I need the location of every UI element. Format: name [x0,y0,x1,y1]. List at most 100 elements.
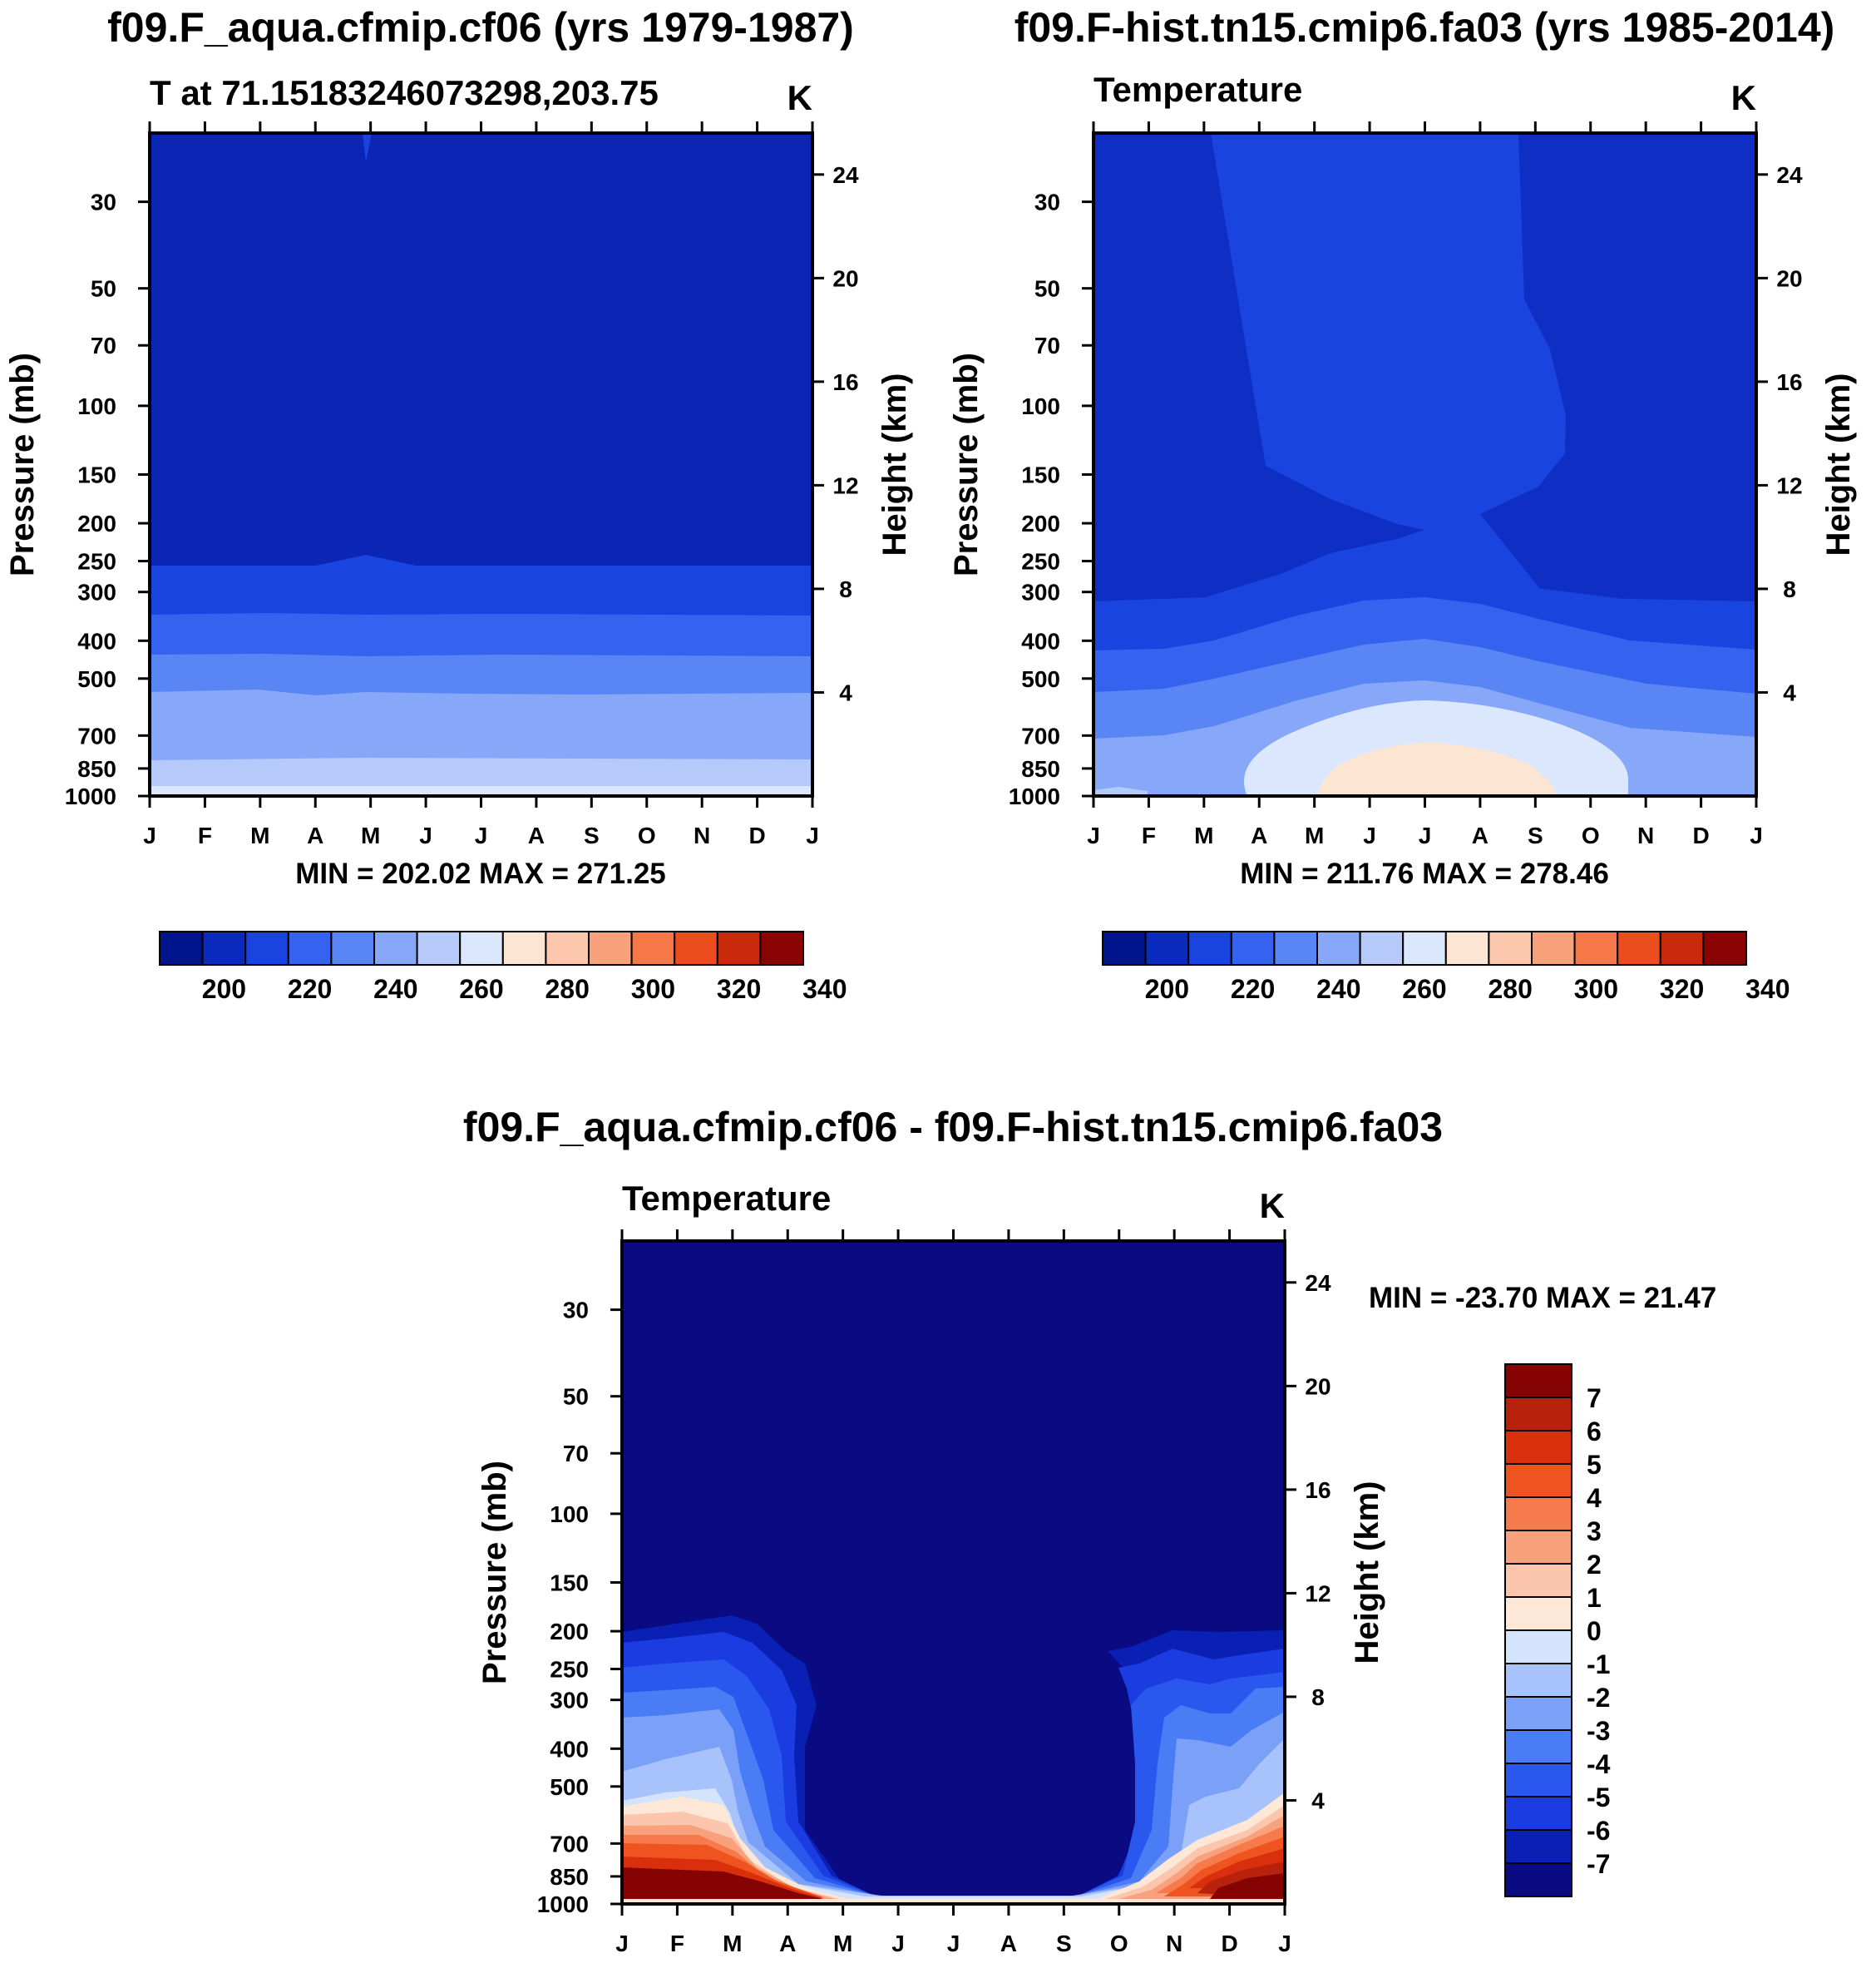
colorbar-label: 260 [1402,974,1446,1004]
x-tick-label: A [1000,1931,1017,1956]
contour-fill [363,133,372,162]
y2-tick-label: 20 [1776,265,1802,291]
x-tick-label: M [361,823,380,848]
colorbar-swatch [1273,931,1319,966]
colorbar-label: 220 [288,974,332,1004]
colorbar-swatch [330,931,375,966]
y2-tick-label: 24 [832,162,859,188]
y-tick-label: 70 [1034,333,1060,358]
y-tick-label: 400 [1021,628,1060,654]
y-tick-label: 1000 [65,784,116,809]
colorbar-label: 280 [1488,974,1533,1004]
y-tick-label: 250 [1021,549,1060,575]
y2-axis-label: Height (km) [876,373,913,556]
y2-tick-label: 4 [1311,1787,1325,1813]
y-tick-label: 150 [77,462,116,487]
x-tick-label: J [806,823,819,848]
x-tick-label: O [638,823,656,848]
y-tick-label: 70 [563,1441,589,1466]
colorbar-label: 340 [802,974,847,1004]
colorbar-swatch [1102,931,1147,966]
y2-tick-label: 20 [832,265,858,291]
x-tick-label: S [1056,1931,1072,1956]
colorbar-swatch [1504,1829,1572,1864]
colorbar-label: -1 [1587,1649,1610,1679]
x-tick-label: D [1692,823,1709,848]
colorbar-label: 240 [1316,974,1360,1004]
y2-tick-label: 24 [1305,1270,1331,1296]
y-tick-label: 300 [77,580,116,606]
colorbar-label: 300 [631,974,675,1004]
colorbar-swatch [1144,931,1190,966]
panel-1-title: f09.F_aqua.cfmip.cf06 (yrs 1979-1987) [107,4,854,51]
y-tick-label: 250 [550,1657,589,1683]
x-tick-label: S [584,823,600,848]
colorbar-label: -6 [1587,1816,1610,1846]
colorbar-label: -5 [1587,1783,1610,1812]
panel-3-units: K [1260,1186,1285,1225]
y-tick-label: 500 [77,666,116,692]
contour-fill [150,786,812,796]
x-tick-label: J [1363,823,1376,848]
colorbar-swatch [459,931,504,966]
x-tick-label: N [1637,823,1654,848]
colorbar-swatch [1504,1862,1572,1897]
colorbar-swatch [1504,1463,1572,1498]
colorbar-label: 240 [373,974,417,1004]
colorbar-swatch [630,931,676,966]
panel-3-subtitle: Temperature [622,1179,831,1218]
contour-fill [1094,133,1756,796]
contour-fill [622,1659,1285,1904]
panel-1-subtitle: T at 71.15183246073298,203.75 [150,73,659,112]
colorbar-swatch [1316,931,1361,966]
x-tick-label: O [1582,823,1600,848]
y2-tick-label: 12 [1776,472,1802,498]
panel-3-minmax: MIN = -23.70 MAX = 21.47 [1369,1282,1716,1314]
x-tick-label: O [1110,1931,1128,1956]
colorbar-swatch [1230,931,1276,966]
panel-2-minmax: MIN = 211.76 MAX = 278.46 [1240,858,1609,890]
colorbar-swatch [1504,1796,1572,1831]
colorbar-label: -3 [1587,1716,1610,1746]
y-tick-label: 850 [77,756,116,782]
colorbar-label: 3 [1587,1516,1602,1546]
x-tick-label: M [833,1931,852,1956]
x-tick-label: A [307,823,323,848]
x-tick-label: F [1142,823,1156,848]
y-tick-label: 250 [77,549,116,575]
y-tick-label: 30 [91,190,116,215]
y-tick-label: 150 [550,1570,589,1595]
x-tick-label: M [1194,823,1213,848]
y2-tick-label: 24 [1776,162,1803,188]
x-tick-label: A [1251,823,1267,848]
x-tick-label: M [723,1931,742,1956]
contour-fill [1318,742,1557,796]
colorbar-swatch [1504,1363,1572,1398]
contour-fill [1210,1873,1285,1899]
colorbar-label: 7 [1587,1383,1602,1413]
y2-tick-label: 16 [832,369,858,395]
colorbar-label: 260 [459,974,503,1004]
panel-1-contours [150,133,812,796]
y-tick-label: 30 [1034,190,1060,215]
y2-tick-label: 16 [1305,1477,1330,1503]
contour-fill [622,1687,1285,1904]
y-tick-label: 500 [550,1774,589,1800]
y-tick-label: 1000 [537,1891,589,1917]
y-tick-label: 200 [550,1619,589,1644]
y-tick-label: 700 [550,1831,589,1857]
colorbar-swatch [1444,931,1490,966]
panel-2-axes: J F M A M J J A S O N D J 30 50 70 100 150 200 250 300 400 500… [948,121,1857,848]
colorbar-swatch [1359,931,1405,966]
colorbar-swatch [1504,1397,1572,1431]
panel-3-contours [622,1241,1285,1904]
colorbar-swatch [1504,1696,1572,1731]
y-tick-label: 70 [91,333,116,358]
y-axis-label: Pressure (mb) [948,353,985,576]
y2-tick-label: 8 [1783,576,1796,602]
panel-3-axes: J F M A M J J A S O N D J 30 50 70 100 150 200 250 300 400 500… [476,1229,1385,1956]
x-tick-label: J [1419,823,1432,848]
colorbar-swatch [159,931,204,966]
y-tick-label: 400 [77,628,116,654]
